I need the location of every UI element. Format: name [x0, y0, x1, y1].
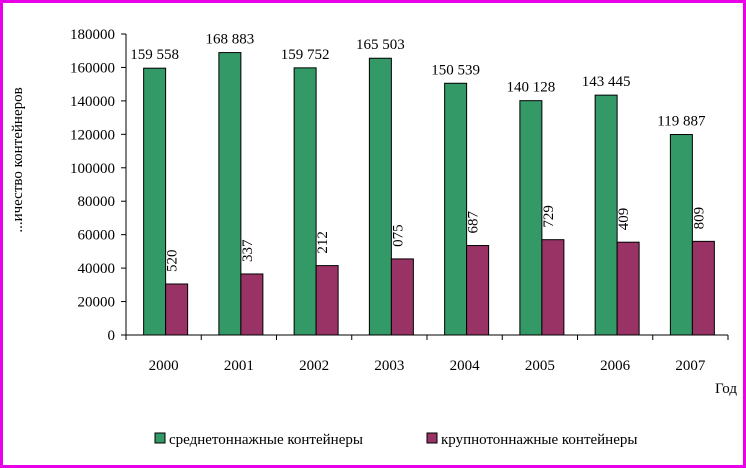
data-label-large-2004: 687 [466, 211, 482, 234]
x-tick-label-2000: 2000 [149, 358, 179, 374]
y-tick-label: 20000 [78, 295, 116, 311]
y-tick-label: 120000 [70, 127, 115, 143]
data-label-large-2006: 409 [616, 208, 632, 231]
y-axis-label: ...ичество контейнеров [10, 87, 26, 232]
x-tick-label-2003: 2003 [374, 358, 404, 374]
bar-medium-2002 [293, 67, 317, 336]
y-tick-label: 80000 [78, 194, 116, 210]
data-label-large-2003: 075 [390, 224, 406, 247]
bar-medium-2007 [669, 134, 693, 336]
data-label-medium-2001: 168 883 [206, 32, 255, 48]
data-label-medium-2004: 150 539 [431, 62, 480, 78]
y-tick-label: 140000 [70, 94, 115, 110]
labels-layer: 159 558 168 883 159 752 165 503 150 539 140 1… [130, 32, 707, 272]
y-tick-label: 180000 [70, 27, 115, 43]
bar-large-2005 [541, 239, 565, 336]
data-label-medium-2002: 159 752 [281, 47, 330, 63]
data-label-large-2001: 337 [240, 239, 256, 262]
data-label-large-2002: 212 [315, 231, 331, 254]
legend-swatch-large [426, 432, 438, 444]
data-label-medium-2006: 143 445 [582, 74, 631, 90]
data-label-medium-2003: 165 503 [356, 37, 405, 53]
bar-large-2004 [466, 245, 490, 336]
x-axis-label: Год [715, 381, 737, 397]
bar-medium-2001 [218, 52, 242, 336]
y-tick-label: 40000 [78, 261, 116, 277]
legend: среднетоннажные контейнеры крупнотоннажны… [154, 432, 637, 448]
legend-label-large: крупнотоннажные контейнеры [441, 432, 637, 448]
data-label-large-2005: 729 [541, 205, 557, 228]
bar-medium-2006 [594, 94, 618, 336]
y-tick-label: 100000 [70, 161, 115, 177]
data-label-medium-2005: 140 128 [507, 80, 556, 96]
x-tick-label-2004: 2004 [450, 358, 481, 374]
x-tick-label-2005: 2005 [525, 358, 555, 374]
bar-large-2007 [691, 240, 715, 336]
data-label-medium-2007: 119 887 [657, 114, 706, 130]
data-label-large-2007: 809 [691, 207, 707, 230]
bar-large-2003 [390, 258, 414, 336]
bar-large-2002 [315, 265, 339, 336]
x-tick-label-2001: 2001 [224, 358, 254, 374]
data-label-medium-2000: 159 558 [130, 47, 179, 63]
y-tick-label: 0 [108, 328, 116, 344]
bar-large-2006 [616, 241, 640, 336]
bar-medium-2000 [143, 67, 167, 336]
bar-medium-2004 [444, 82, 468, 336]
bar-medium-2005 [519, 100, 543, 336]
legend-swatch-medium [154, 432, 166, 444]
y-tick-label: 160000 [70, 60, 115, 76]
x-tick-label-2002: 2002 [299, 358, 329, 374]
bar-large-2000 [165, 283, 189, 336]
bar-large-2001 [240, 273, 264, 336]
bars-layer [143, 52, 715, 336]
x-tick-label-2006: 2006 [600, 358, 631, 374]
legend-label-medium: среднетоннажные контейнеры [169, 432, 363, 448]
x-tick-label-2007: 2007 [675, 358, 706, 374]
axes-layer: 0 20000 40000 60000 80000 100000 120000 140000 1… [70, 27, 729, 374]
data-label-large-2000: 520 [165, 249, 181, 272]
bar-medium-2003 [368, 57, 392, 336]
y-tick-label: 60000 [78, 228, 116, 244]
